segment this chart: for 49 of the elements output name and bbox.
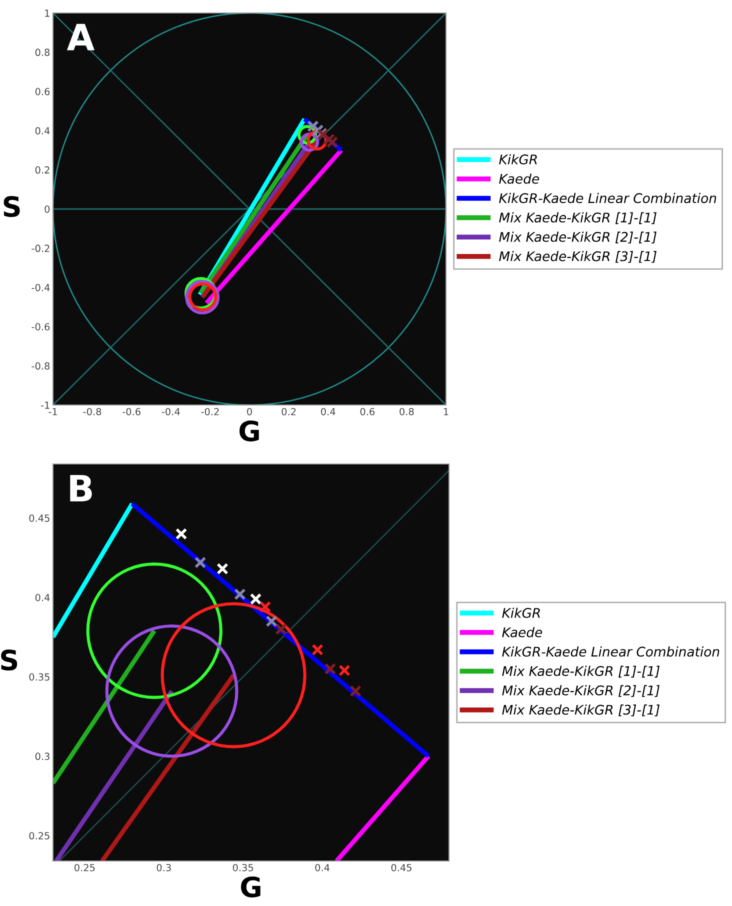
x-tick-label: 0.6 — [360, 408, 375, 416]
y-tick-label: -0.4 — [32, 284, 50, 292]
legend-label: Mix Kaede-KikGR [1]-[1] — [499, 212, 656, 224]
legend-label: Kaede — [502, 627, 542, 638]
x-tick-label: 0.25 — [74, 864, 95, 872]
x-tick-label: -0.4 — [162, 408, 180, 416]
y-tick-label: 0.4 — [35, 127, 50, 134]
x-axis-title: G — [239, 420, 259, 442]
x-tick-label: 1 — [444, 408, 448, 416]
x-tick-label: 0.3 — [156, 864, 171, 872]
y-tick-label: 0.4 — [35, 594, 50, 602]
y-tick-label: 0.6 — [35, 88, 50, 96]
x-tick-label: 0.4 — [315, 864, 330, 872]
y-tick-label: 0 — [44, 205, 50, 213]
x-tick-label: 0 — [247, 408, 252, 416]
y-tick-label: 0.3 — [35, 752, 50, 760]
y-tick-label: 0.45 — [29, 514, 50, 522]
y-tick-label: -1 — [41, 402, 50, 409]
x-tick-label: -0.6 — [122, 408, 140, 416]
y-axis-title: S — [1, 650, 18, 671]
legend-label: Mix Kaede-KikGR [1]-[1] — [502, 666, 660, 678]
y-tick-label: -0.8 — [32, 362, 50, 370]
y-tick-label: 0.25 — [29, 832, 50, 840]
y-tick-label: 0.8 — [35, 48, 50, 56]
x-tick-label: -0.2 — [201, 408, 219, 416]
y-tick-label: -0.2 — [32, 244, 50, 252]
x-tick-label: 0.8 — [400, 408, 414, 416]
y-tick-label: 1 — [45, 10, 50, 17]
legend-label: Mix Kaede-KikGR [2]-[1] — [499, 232, 656, 244]
legend-label: Mix Kaede-KikGR [2]-[1] — [502, 685, 660, 697]
x-axis-title: G — [240, 876, 260, 898]
x-tick-label: 0.2 — [282, 408, 296, 416]
x-tick-label: -0.8 — [83, 408, 102, 416]
legend-label: KikGR-Kaede Linear Combination — [499, 192, 716, 204]
legend-label: Kaede — [499, 174, 540, 184]
legend-label: KikGR — [502, 608, 540, 618]
y-axis-title: S — [4, 196, 20, 218]
legend-label: KikGR — [499, 154, 537, 164]
x-tick-label: 0.35 — [232, 864, 254, 872]
annotation: B — [70, 475, 92, 502]
legend-label: KikGR-Kaede Linear Combination — [502, 646, 720, 657]
y-tick-label: 0.35 — [29, 673, 50, 681]
x-tick-label: 0.4 — [321, 408, 336, 416]
y-tick-label: 0.2 — [35, 166, 50, 174]
legend-label: Mix Kaede-KikGR [3]-[1] — [499, 251, 656, 263]
x-tick-label: 0.45 — [391, 864, 412, 872]
annotation: A — [66, 24, 95, 50]
legend-label: Mix Kaede-KikGR [3]-[1] — [502, 704, 660, 716]
y-tick-label: -0.6 — [32, 323, 50, 330]
